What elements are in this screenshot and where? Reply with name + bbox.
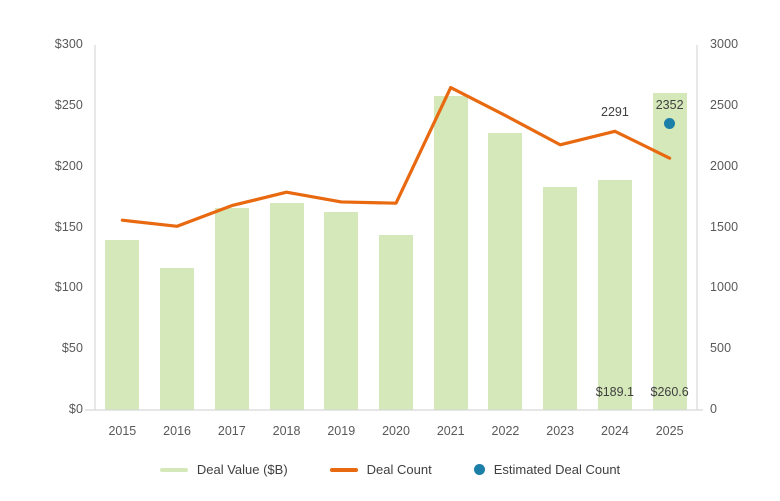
x-axis-tick-2019: 2019 (327, 424, 356, 438)
legend-item-2[interactable]: Estimated Deal Count (473, 462, 621, 477)
legend-item-1[interactable]: Deal Count (329, 462, 432, 477)
legend-line-icon (329, 467, 358, 472)
y-axis-right-tick: 3000 (710, 37, 739, 51)
y-axis-right-tick: 1000 (710, 280, 739, 295)
bar-2025[interactable] (652, 92, 687, 410)
y-axis-right-tick: 2000 (710, 158, 739, 173)
legend-label: Deal Count (366, 462, 432, 477)
deal-value-label-2025: $260.6 (650, 385, 689, 399)
y-axis-right-tick: 500 (710, 341, 732, 356)
bar-2020[interactable] (379, 234, 413, 410)
bar-2022[interactable] (488, 132, 523, 410)
bar-2023[interactable] (543, 187, 578, 410)
y-axis-left-tick: $50 (61, 341, 83, 356)
x-axis-tick-2016: 2016 (163, 424, 191, 438)
y-axis-left-tick: $0 (68, 402, 83, 416)
x-axis-tick-2020: 2020 (382, 424, 410, 438)
x-axis-tick-2018: 2018 (272, 424, 301, 438)
bar-2017[interactable] (214, 208, 249, 410)
bar-2021[interactable] (433, 96, 468, 410)
y-axis-left-tick: $250 (54, 97, 83, 112)
estimated-deal-count-dot-2025[interactable] (664, 118, 676, 130)
x-axis-tick-2023: 2023 (546, 424, 575, 438)
y-axis-left-tick: $300 (54, 37, 83, 51)
estimated-deal-count-label-2025: 2352 (655, 97, 684, 112)
legend-item-0[interactable]: Deal Value ($B) (159, 462, 288, 477)
bar-2018[interactable] (269, 203, 304, 410)
legend-line-icon (159, 467, 188, 472)
y-axis-right-tick: 0 (710, 402, 718, 416)
y-axis-left-tick: $150 (54, 219, 83, 234)
bar-2015[interactable] (105, 239, 140, 410)
chart-legend: Deal Value ($B) Deal Count Estimated Deal … (0, 462, 780, 477)
x-axis-tick-2021: 2021 (436, 424, 465, 438)
y-axis-right-tick: 1500 (710, 219, 739, 234)
legend-dot-icon (473, 464, 485, 475)
x-axis-tick-2025: 2025 (655, 424, 684, 438)
deal-count-label-2024: 2291 (601, 105, 629, 120)
x-axis-tick-2017: 2017 (217, 424, 246, 438)
y-axis-right-tick: 2500 (710, 97, 739, 112)
y-axis-left-tick: $200 (54, 158, 83, 173)
x-axis-tick-2022: 2022 (491, 424, 520, 438)
x-axis-tick-2024: 2024 (601, 424, 629, 438)
deal-value-label-2024: $189.1 (595, 385, 635, 399)
x-axis-tick-2015: 2015 (108, 424, 137, 438)
legend-label: Estimated Deal Count (493, 462, 621, 477)
legend-label: Deal Value ($B) (196, 462, 288, 477)
bar-2016[interactable] (160, 267, 195, 410)
y-axis-left-tick: $100 (54, 280, 83, 295)
bar-2019[interactable] (324, 211, 359, 410)
bar-2024[interactable] (597, 179, 632, 410)
